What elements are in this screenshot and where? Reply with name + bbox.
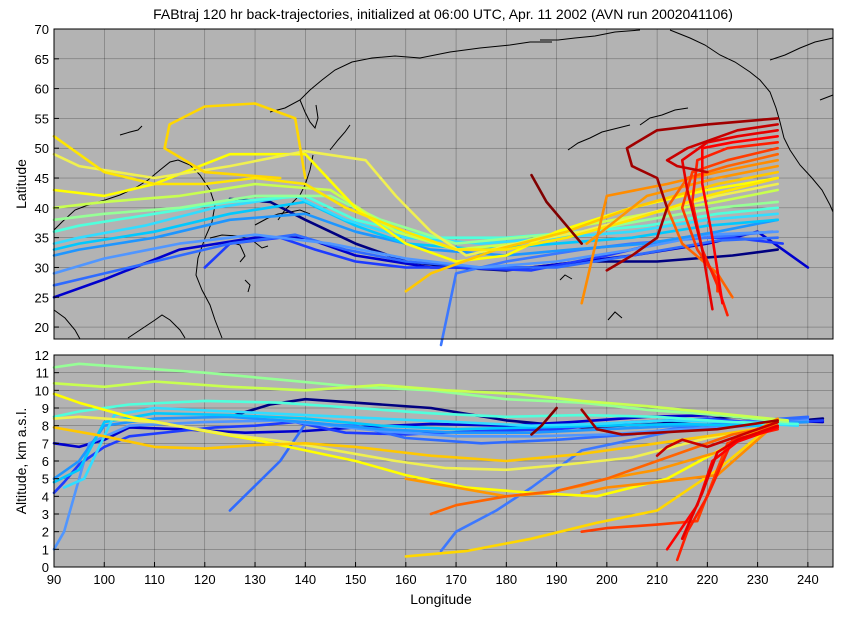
latitude-axis-label: Latitude xyxy=(13,159,29,209)
alt-x-tick-label: 210 xyxy=(646,572,668,587)
map-trajectory-7 xyxy=(52,200,780,251)
map-trajectory-6 xyxy=(52,212,780,257)
map-y-tick-label: 40 xyxy=(35,201,49,216)
alt-trajectory-7 xyxy=(52,411,800,484)
alt-x-tick-label: 140 xyxy=(294,572,316,587)
chart-title: FABtraj 120 hr back-trajectories, initia… xyxy=(153,6,733,22)
map-trajectory-14 xyxy=(163,102,307,180)
map-y-tick-label: 25 xyxy=(35,290,49,305)
alt-y-tick-label: 10 xyxy=(35,383,49,398)
map-y-tick-label: 35 xyxy=(35,231,49,246)
map-panel: 20 25 30 35 40 45 50 55 60 65 70 Latitude xyxy=(13,22,834,347)
alt-x-tick-label: 170 xyxy=(445,572,467,587)
alt-y-tick-label: 3 xyxy=(42,507,49,522)
map-y-tick-label: 70 xyxy=(35,22,49,37)
map-trajectory-8 xyxy=(52,194,780,245)
alt-x-tick-label: 160 xyxy=(395,572,417,587)
alt-trajectory-25 xyxy=(530,406,558,436)
latitude-ticks: 20 25 30 35 40 45 50 55 60 65 70 xyxy=(35,22,59,335)
altitude-axis-label: Altitude, km a.s.l. xyxy=(13,408,29,515)
alt-x-tick-label: 220 xyxy=(697,572,719,587)
alt-y-tick-label: 6 xyxy=(42,454,49,469)
plot-frame xyxy=(53,28,834,340)
map-y-tick-label: 20 xyxy=(35,320,49,335)
alt-y-tick-label: 2 xyxy=(42,525,49,540)
alt-y-tick-label: 1 xyxy=(42,542,49,557)
map-y-tick-label: 60 xyxy=(35,82,49,97)
alt-trajectory-11 xyxy=(52,380,790,422)
map-trajectory-21 xyxy=(690,141,780,317)
alt-x-tick-label: 150 xyxy=(345,572,367,587)
alt-y-tick-label: 8 xyxy=(42,419,49,434)
alt-y-tick-label: 12 xyxy=(35,348,49,363)
map-trajectory-10 xyxy=(52,194,780,245)
alt-trajectory-17 xyxy=(580,420,780,495)
map-y-tick-label: 50 xyxy=(35,141,49,156)
map-trajectory-15 xyxy=(404,170,780,293)
map-trajectories xyxy=(52,102,810,347)
alt-y-tick-label: 4 xyxy=(42,489,49,504)
alt-trajectory-21 xyxy=(665,426,780,551)
alt-y-tick-label: 11 xyxy=(36,366,50,381)
alt-trajectory-15 xyxy=(52,424,780,463)
alt-x-tick-label: 130 xyxy=(244,572,266,587)
map-y-tick-label: 65 xyxy=(35,52,49,67)
longitude-axis-label: Longitude xyxy=(410,591,472,607)
alt-x-tick-label: 190 xyxy=(546,572,568,587)
alt-trajectory-10 xyxy=(52,362,790,424)
alt-trajectory-13 xyxy=(52,415,780,472)
alt-trajectory-22 xyxy=(680,424,780,541)
map-y-tick-label: 30 xyxy=(35,260,49,275)
alt-y-tick-label: 0 xyxy=(42,560,49,575)
map-trajectory-13 xyxy=(52,149,780,257)
map-trajectory-16 xyxy=(52,135,780,251)
plot-frame xyxy=(53,354,834,568)
map-trajectory-4 xyxy=(52,233,780,287)
alt-trajectory-18 xyxy=(429,424,780,516)
alt-x-tick-label: 120 xyxy=(194,572,216,587)
alt-trajectory-6 xyxy=(52,415,810,481)
alt-x-tick-label: 100 xyxy=(93,572,115,587)
alt-x-tick-label: 200 xyxy=(596,572,618,587)
alt-trajectory-23 xyxy=(655,420,780,458)
alt-y-tick-label: 9 xyxy=(42,401,49,416)
map-trajectory-26 xyxy=(530,173,584,245)
alt-y-tick-label: 5 xyxy=(42,472,49,487)
map-trajectory-20 xyxy=(680,146,780,293)
map-trajectory-18 xyxy=(580,158,780,305)
altitude-trajectories xyxy=(52,362,825,562)
map-trajectory-24 xyxy=(665,123,780,174)
map-trajectory-22 xyxy=(700,135,780,305)
alt-x-tick-label: 110 xyxy=(144,572,165,587)
map-trajectory-25 xyxy=(605,117,780,272)
alt-x-tick-label: 90 xyxy=(47,572,61,587)
alt-trajectory-24 xyxy=(580,408,780,436)
map-trajectory-5 xyxy=(52,230,780,275)
longitude-ticks: 90 100 110 120 130 140 150 160 170 180 190 200 210 22… xyxy=(47,562,819,587)
alt-trajectory-8 xyxy=(62,406,800,489)
alt-x-tick-label: 240 xyxy=(797,572,819,587)
map-trajectory-23 xyxy=(680,129,780,311)
map-y-tick-label: 45 xyxy=(35,171,49,186)
alt-x-tick-label: 230 xyxy=(747,572,769,587)
map-y-tick-label: 55 xyxy=(35,111,49,126)
alt-y-tick-label: 7 xyxy=(42,436,49,451)
alt-trajectory-9 xyxy=(52,399,800,426)
alt-x-tick-label: 180 xyxy=(495,572,517,587)
